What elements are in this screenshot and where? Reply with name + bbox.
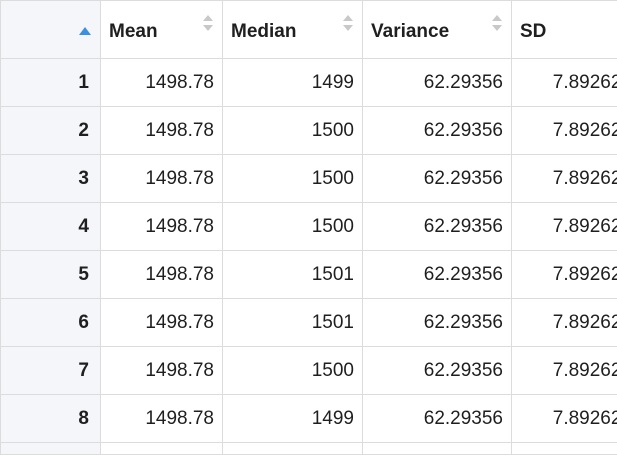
sort-toggle-icon[interactable] xyxy=(203,15,213,31)
column-label-sd: SD xyxy=(520,21,546,43)
sort-ascending-icon[interactable] xyxy=(79,19,91,27)
row-index: 7 xyxy=(1,347,101,395)
cell-mean: 1498.78 xyxy=(101,347,223,395)
row-index: 4 xyxy=(1,203,101,251)
row-index: 1 xyxy=(1,59,101,107)
cell-variance: 62.29356 xyxy=(363,251,512,299)
cell-mean: 1498.78 xyxy=(101,395,223,443)
column-header-mean[interactable]: Mean xyxy=(101,1,223,59)
cell-variance: 62.29356 xyxy=(363,59,512,107)
cell-median: 1500 xyxy=(223,347,363,395)
cell-sd xyxy=(512,443,617,455)
row-index: 3 xyxy=(1,155,101,203)
cell-median: 1499 xyxy=(223,59,363,107)
column-label-median: Median xyxy=(231,21,296,43)
cell-variance: 62.29356 xyxy=(363,155,512,203)
column-header-variance[interactable]: Variance xyxy=(363,1,512,59)
cell-variance xyxy=(363,443,512,455)
cell-median: 1500 xyxy=(223,107,363,155)
cell-mean xyxy=(101,443,223,455)
cell-variance: 62.29356 xyxy=(363,347,512,395)
row-index: 2 xyxy=(1,107,101,155)
row-index: 5 xyxy=(1,251,101,299)
column-header-index[interactable] xyxy=(1,1,101,59)
sort-toggle-icon[interactable] xyxy=(343,15,353,31)
cell-mean: 1498.78 xyxy=(101,203,223,251)
sort-toggle-icon[interactable] xyxy=(492,15,502,31)
cell-variance: 62.29356 xyxy=(363,203,512,251)
cell-variance: 62.29356 xyxy=(363,107,512,155)
cell-mean: 1498.78 xyxy=(101,155,223,203)
cell-variance: 62.29356 xyxy=(363,299,512,347)
column-header-median[interactable]: Median xyxy=(223,1,363,59)
cell-median: 1500 xyxy=(223,155,363,203)
cell-median: 1501 xyxy=(223,251,363,299)
column-label-mean: Mean xyxy=(109,21,158,43)
cell-mean: 1498.78 xyxy=(101,299,223,347)
row-index: 6 xyxy=(1,299,101,347)
cell-median: 1500 xyxy=(223,203,363,251)
table-row-partial xyxy=(1,443,617,455)
cell-median: 1499 xyxy=(223,395,363,443)
header-row: Mean Median Variance SD xyxy=(1,1,617,59)
row-index xyxy=(1,443,101,455)
cell-median: 1501 xyxy=(223,299,363,347)
column-header-sd[interactable]: SD xyxy=(512,1,617,59)
column-label-variance: Variance xyxy=(371,21,449,43)
cell-mean: 1498.78 xyxy=(101,251,223,299)
cell-median xyxy=(223,443,363,455)
cell-mean: 1498.78 xyxy=(101,107,223,155)
cell-variance: 62.29356 xyxy=(363,395,512,443)
row-index: 8 xyxy=(1,395,101,443)
cell-mean: 1498.78 xyxy=(101,59,223,107)
